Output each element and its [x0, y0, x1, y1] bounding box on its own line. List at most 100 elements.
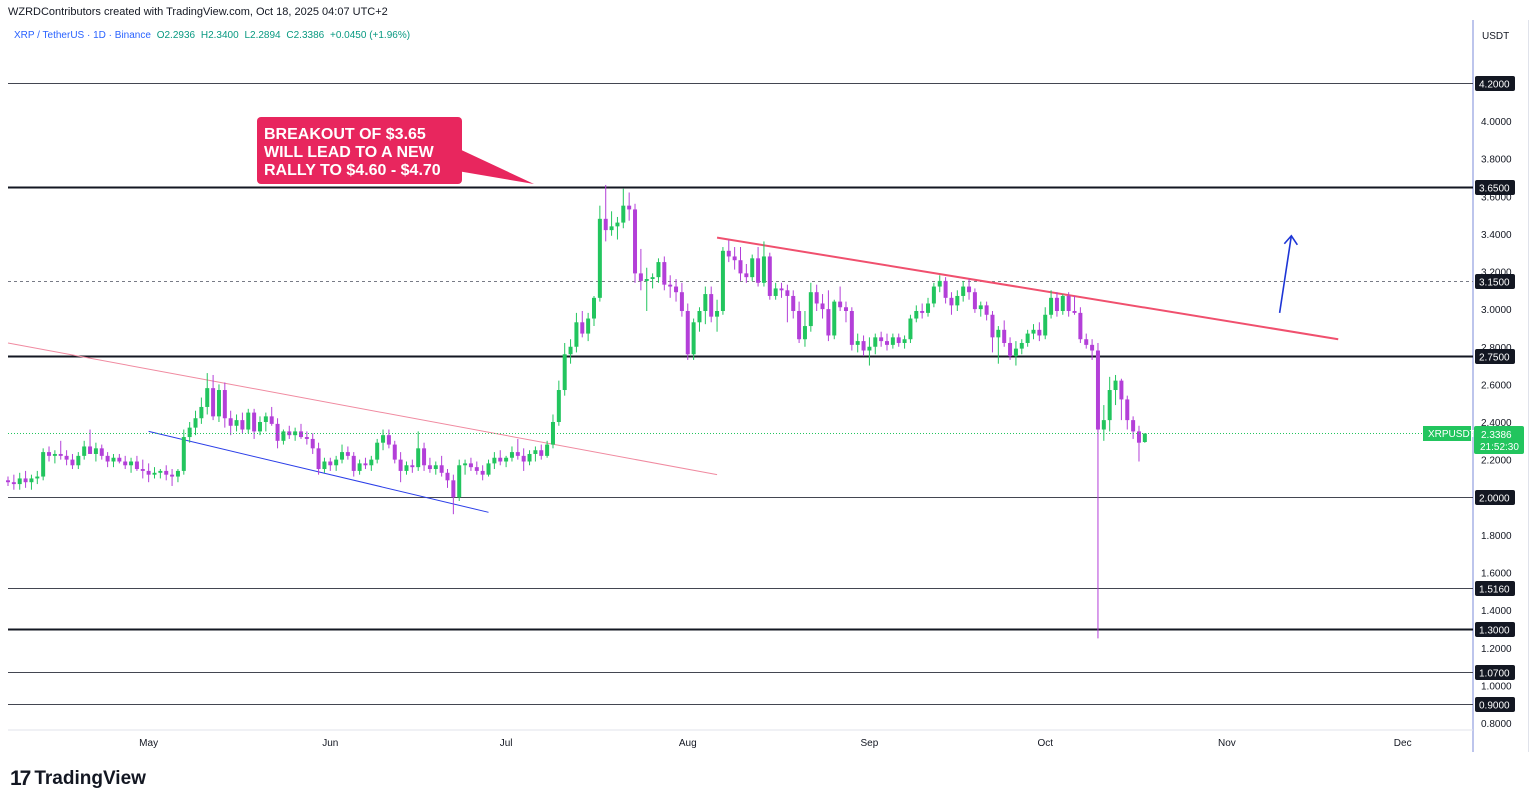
candle-body [1031, 329, 1036, 334]
candle-body [205, 388, 210, 407]
candle-body [29, 478, 34, 483]
price-tick-label: 2.2000 [1481, 456, 1512, 467]
candle-body [111, 457, 116, 462]
candle-body [1131, 420, 1136, 432]
candle-body [592, 297, 596, 319]
chart-attribution: WZRDContributors created with TradingVie… [8, 6, 388, 18]
candle-body [709, 294, 714, 317]
candle-body [685, 311, 690, 355]
candle-body [427, 465, 432, 470]
candle-body [761, 256, 766, 283]
price-tick-label: 3.8000 [1481, 155, 1512, 166]
candle-body [422, 448, 427, 466]
candle-body [931, 286, 936, 304]
candle-body [609, 226, 614, 231]
candle-body [914, 311, 919, 319]
candle-body [984, 305, 989, 315]
candle-body [808, 292, 813, 327]
last-price-marker: XRPUSDT 2.3386 21:52:30 [1423, 426, 1524, 454]
candle-body [1049, 297, 1054, 315]
level-price-tag [1475, 622, 1515, 637]
candle-body [410, 465, 415, 468]
candle-body [76, 455, 81, 466]
candle-body [175, 470, 180, 477]
candle-body [838, 301, 843, 308]
candle-body [41, 452, 46, 477]
candle-body [1025, 333, 1030, 343]
candle-body [234, 420, 239, 426]
tradingview-brand[interactable]: 17 TradingView [10, 767, 146, 791]
candle-body [644, 279, 649, 281]
level-price-label: 0.9000 [1479, 701, 1510, 712]
candle-body [252, 412, 257, 432]
time-tick-label: Sep [861, 738, 879, 749]
price-tick-label: 3.0000 [1481, 305, 1512, 316]
candle-body [263, 416, 268, 422]
candle-body [222, 390, 227, 419]
candle-body [902, 339, 907, 343]
brand-name: TradingView [34, 768, 146, 789]
candle-body [820, 303, 825, 310]
level-price-label: 1.3000 [1479, 626, 1510, 637]
candle-body [363, 463, 368, 466]
candle-body [129, 461, 134, 466]
candle-body [474, 467, 479, 471]
level-price-tag [1475, 349, 1515, 364]
candle-body [328, 461, 333, 466]
candle-body [785, 290, 790, 296]
candle-body [738, 260, 743, 274]
candle-body [715, 311, 720, 317]
close-value: C2.3386 [286, 30, 325, 41]
candle-body [961, 286, 966, 296]
candle-body [99, 448, 104, 456]
candle-body [140, 469, 145, 471]
candle-body [556, 390, 561, 422]
candle-body [668, 284, 673, 287]
candle-body [117, 457, 122, 462]
candle-body [123, 461, 128, 466]
candle-body [445, 472, 450, 481]
time-tick-label: Jul [500, 738, 513, 749]
candle-body [662, 262, 667, 285]
candle-body [11, 482, 16, 485]
candle-body [457, 465, 462, 498]
candle-body [773, 288, 778, 296]
candle-body [509, 452, 514, 458]
price-tick-label: 0.8000 [1481, 719, 1512, 730]
candle-body [603, 218, 608, 231]
candle-body [1008, 342, 1013, 357]
trendline [716, 236, 1339, 341]
level-price-label: 2.0000 [1479, 494, 1510, 505]
time-tick-label: May [139, 738, 158, 749]
candle-body [855, 341, 860, 345]
symbol-label[interactable]: XRP / TetherUS · 1D · Binance [14, 30, 151, 41]
candle-body [937, 280, 942, 287]
candle-body [369, 459, 374, 466]
breakout-annotation[interactable]: BREAKOUT OF $3.65 WILL LEAD TO A NEW RAL… [257, 117, 534, 184]
candle-body [744, 273, 749, 278]
candle-body [357, 463, 362, 471]
candle-body [398, 459, 403, 471]
candle-body [304, 437, 309, 439]
candle-body [574, 322, 579, 347]
candle-body [47, 452, 52, 456]
candle-body [908, 318, 913, 340]
candle-body [867, 346, 872, 351]
candle-body [463, 463, 468, 466]
price-tick-label: 1.8000 [1481, 531, 1512, 542]
candle-body [1066, 295, 1071, 312]
candle-body [293, 431, 298, 436]
candle-body [6, 480, 10, 483]
candle-body [943, 280, 948, 298]
candle-body [340, 452, 345, 460]
currency-label[interactable]: USDT [1482, 31, 1510, 42]
candle-body [52, 453, 57, 456]
level-price-label: 1.5160 [1479, 585, 1510, 596]
candle-body [1037, 329, 1042, 336]
candle-body [316, 448, 321, 470]
candle-body [597, 218, 602, 298]
time-tick-label: Oct [1037, 738, 1053, 749]
candle-body [896, 337, 901, 343]
annotation-line-3: RALLY TO $4.60 - $4.70 [264, 162, 441, 179]
